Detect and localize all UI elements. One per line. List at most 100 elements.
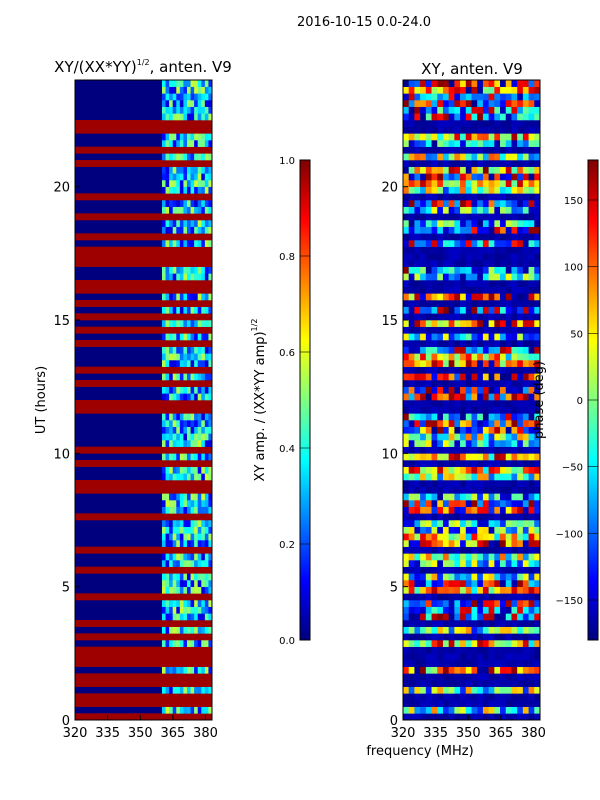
- phase-cell: [528, 373, 535, 381]
- phase-cell: [403, 260, 410, 267]
- phase-cell: [534, 520, 541, 527]
- phase-cell: [522, 413, 529, 421]
- phase-cell: [471, 553, 478, 561]
- amplitude-cell: [176, 80, 181, 87]
- phase-cell: [460, 706, 467, 714]
- phase-cell: [534, 440, 541, 447]
- phase-cell: [522, 486, 529, 494]
- phase-cell: [460, 186, 467, 194]
- amplitude-cell: [165, 606, 170, 614]
- amplitude-cell: [197, 433, 202, 441]
- amplitude-cell: [197, 580, 202, 587]
- phase-cell: [425, 566, 432, 574]
- phase-cell: [482, 653, 489, 661]
- phase-cell: [425, 640, 432, 647]
- amplitude-cell: [190, 600, 195, 607]
- amplitude-cell: [186, 333, 191, 341]
- phase-cell: [454, 573, 461, 581]
- amplitude-cell: [190, 666, 195, 674]
- phase-cell: [488, 486, 495, 494]
- phase-cell: [437, 573, 444, 581]
- amplitude-cell: [161, 373, 166, 381]
- phase-cell: [414, 540, 421, 547]
- phase-cell: [448, 540, 455, 547]
- phase-cell: [448, 100, 455, 107]
- phase-cell: [465, 180, 472, 187]
- phase-cell: [488, 546, 495, 554]
- amplitude-cell: [204, 526, 209, 534]
- amplitude-cell: [201, 320, 206, 327]
- phase-cell: [488, 180, 495, 187]
- phase-cell: [505, 406, 512, 414]
- phase-cell: [425, 333, 432, 341]
- phase-cell: [522, 673, 529, 681]
- phase-cell: [488, 106, 495, 114]
- phase-cell: [505, 540, 512, 547]
- phase-cell: [522, 280, 529, 287]
- phase-cell: [471, 293, 478, 301]
- phase-cell: [442, 200, 449, 207]
- amplitude-cell: [197, 666, 202, 674]
- phase-cell: [448, 326, 455, 334]
- phase-cell: [471, 273, 478, 281]
- phase-cell: [420, 593, 427, 601]
- amplitude-flagged-row: [75, 593, 212, 601]
- phase-cell: [431, 460, 438, 467]
- amplitude-cell: [201, 573, 206, 581]
- phase-cell: [522, 406, 529, 414]
- amplitude-cell: [190, 613, 195, 621]
- amplitude-cell: [179, 606, 184, 614]
- phase-cell: [471, 200, 478, 207]
- phase-cell: [442, 313, 449, 321]
- amplitude-cell: [172, 240, 177, 247]
- phase-cell: [425, 93, 432, 101]
- phase-cell: [437, 186, 444, 194]
- phase-cell: [465, 673, 472, 681]
- amplitude-cell: [194, 93, 199, 101]
- phase-cell: [511, 266, 518, 274]
- phase-cell: [488, 653, 495, 661]
- amplitude-cell: [161, 426, 166, 434]
- phase-cell: [517, 273, 524, 281]
- phase-cell: [465, 420, 472, 427]
- phase-cell: [442, 453, 449, 461]
- y-tick-label: 20: [53, 181, 70, 196]
- phase-cell: [528, 273, 535, 281]
- amplitude-cell: [161, 153, 166, 161]
- phase-cell: [477, 653, 484, 661]
- phase-cell: [420, 646, 427, 654]
- phase-cell: [500, 233, 507, 241]
- phase-cell: [442, 106, 449, 114]
- phase-cell: [465, 393, 472, 401]
- phase-cell: [488, 346, 495, 354]
- phase-cell: [420, 600, 427, 607]
- phase-cell: [477, 480, 484, 487]
- amplitude-flagged-row: [75, 700, 212, 707]
- phase-cell: [420, 213, 427, 221]
- phase-cell: [442, 186, 449, 194]
- phase-cell: [505, 473, 512, 481]
- amplitude-cell: [169, 353, 174, 361]
- phase-cell: [494, 293, 501, 301]
- phase-cell: [482, 300, 489, 307]
- phase-cell: [465, 320, 472, 327]
- phase-cell: [488, 206, 495, 214]
- phase-cell: [408, 520, 415, 527]
- amplitude-cell: [169, 180, 174, 187]
- phase-cell: [408, 266, 415, 274]
- phase-cell: [442, 240, 449, 247]
- amplitude-cell: [176, 153, 181, 161]
- amplitude-cell: [161, 206, 166, 214]
- amplitude-cell: [165, 273, 170, 281]
- amplitude-cell: [204, 600, 209, 607]
- phase-cell: [482, 273, 489, 281]
- phase-cell: [420, 560, 427, 567]
- amplitude-cell: [208, 293, 213, 301]
- phase-cell: [414, 326, 421, 334]
- phase-cell: [437, 146, 444, 154]
- phase-cell: [437, 166, 444, 174]
- phase-cell: [534, 413, 541, 421]
- phase-cell: [488, 146, 495, 154]
- amplitude-cell: [161, 180, 166, 187]
